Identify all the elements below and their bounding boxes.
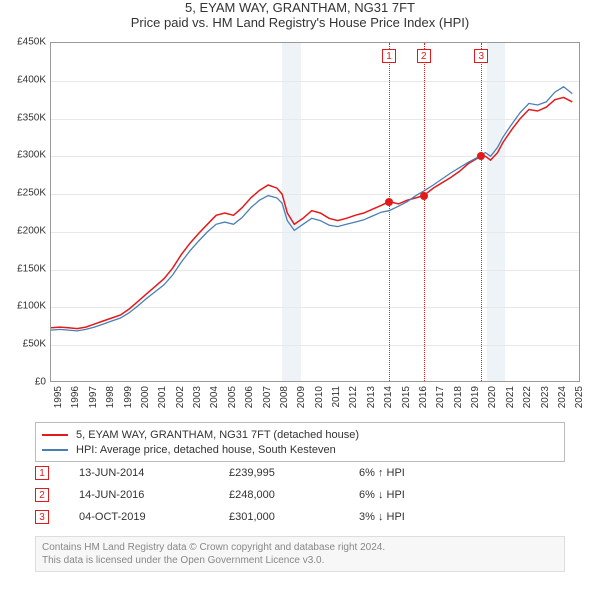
sale-marker-line [389,43,390,381]
legend-swatch [42,449,68,451]
sales-row: 3 04-OCT-2019£301,0003% ↓ HPI [35,506,565,528]
y-axis-label: £450K [17,37,46,48]
x-axis-label: 2022 [522,386,533,408]
legend: 5, EYAM WAY, GRANTHAM, NG31 7FT (detache… [35,422,565,462]
x-axis-label: 1999 [123,386,134,408]
sales-row-price: £248,000 [229,489,359,501]
legend-label: 5, EYAM WAY, GRANTHAM, NG31 7FT (detache… [76,429,359,441]
sales-row-date: 14-JUN-2016 [79,489,229,501]
footer-line-2: This data is licensed under the Open Gov… [42,554,558,567]
sale-marker-line [481,43,482,381]
x-axis-label: 2016 [418,386,429,408]
x-axis-label: 2014 [383,386,394,408]
plot-region: 1 2 3 [50,42,580,382]
sale-marker-line [424,43,425,381]
x-axis-label: 1996 [70,386,81,408]
legend-swatch [42,434,68,436]
x-axis-label: 2013 [366,386,377,408]
x-axis-label: 2012 [348,386,359,408]
sales-row-marker: 2 [35,488,49,502]
sales-row-date: 13-JUN-2014 [79,467,229,479]
series-hpi [51,87,572,331]
y-axis-label: £100K [17,301,46,312]
x-axis-label: 1998 [105,386,116,408]
chart-subtitle: Price paid vs. HM Land Registry's House … [0,15,600,30]
footer-line-1: Contains HM Land Registry data © Crown c… [42,541,558,554]
x-axis-label: 2015 [401,386,412,408]
y-axis-label: £50K [23,339,46,350]
x-axis-label: 2000 [140,386,151,408]
sales-row-delta: 3% ↓ HPI [359,511,479,523]
y-axis-label: £300K [17,150,46,161]
x-axis-label: 2011 [331,386,342,408]
x-axis-label: 2004 [209,386,220,408]
sale-point [477,152,485,160]
y-axis-label: £400K [17,74,46,85]
x-axis-label: 2019 [470,386,481,408]
x-axis-label: 2010 [314,386,325,408]
sales-row-delta: 6% ↑ HPI [359,467,479,479]
x-axis-label: 2008 [279,386,290,408]
line-layer [51,43,581,383]
x-axis-label: 2005 [227,386,238,408]
sales-row: 1 13-JUN-2014£239,9956% ↑ HPI [35,462,565,484]
y-axis-label: £150K [17,263,46,274]
x-axis-label: 2018 [453,386,464,408]
chart-title: 5, EYAM WAY, GRANTHAM, NG31 7FT [0,0,600,15]
legend-label: HPI: Average price, detached house, Sout… [76,444,336,456]
legend-row: 5, EYAM WAY, GRANTHAM, NG31 7FT (detache… [42,427,558,442]
x-axis-label: 2009 [296,386,307,408]
sale-marker-box: 1 [382,49,396,63]
x-axis-label: 2020 [487,386,498,408]
sales-row-delta: 6% ↓ HPI [359,489,479,501]
x-axis-label: 2001 [157,386,168,408]
x-axis-label: 2021 [505,386,516,408]
x-axis-label: 2003 [192,386,203,408]
sales-row-price: £239,995 [229,467,359,479]
x-axis-label: 2006 [244,386,255,408]
chart-area: 123 £0£50K£100K£150K£200K£250K£300K£350K… [50,42,580,382]
x-axis-label: 1997 [88,386,99,408]
footer-attribution: Contains HM Land Registry data © Crown c… [35,536,565,572]
x-axis-label: 1995 [53,386,64,408]
chart-container: 5, EYAM WAY, GRANTHAM, NG31 7FT Price pa… [0,0,600,590]
sales-table: 1 13-JUN-2014£239,9956% ↑ HPI 2 14-JUN-2016… [35,462,565,528]
sales-row-price: £301,000 [229,511,359,523]
sale-point [420,192,428,200]
sales-row-marker: 1 [35,466,49,480]
x-axis-label: 2017 [435,386,446,408]
x-axis-label: 2025 [574,386,585,408]
x-axis-label: 2024 [557,386,568,408]
y-axis-label: £200K [17,225,46,236]
y-axis-label: £350K [17,112,46,123]
y-axis-label: £0 [35,377,46,388]
series-property [51,97,572,328]
sales-row: 2 14-JUN-2016£248,0006% ↓ HPI [35,484,565,506]
legend-row: HPI: Average price, detached house, Sout… [42,442,558,457]
sales-row-marker: 3 [35,510,49,524]
sale-point [385,198,393,206]
sale-marker-box: 3 [474,49,488,63]
sale-marker-box: 2 [417,49,431,63]
y-axis-label: £250K [17,188,46,199]
sales-row-date: 04-OCT-2019 [79,511,229,523]
x-axis-label: 2007 [262,386,273,408]
x-axis-label: 2002 [175,386,186,408]
x-axis-label: 2023 [540,386,551,408]
